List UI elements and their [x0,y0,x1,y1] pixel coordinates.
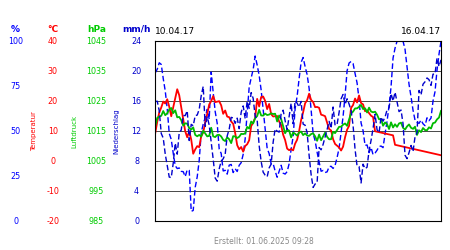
Text: 25: 25 [10,172,21,181]
Text: 1015: 1015 [86,127,106,136]
Text: 16.04.17: 16.04.17 [401,27,441,36]
Text: 0: 0 [50,157,55,166]
Text: 1005: 1005 [86,157,106,166]
Text: 75: 75 [10,82,21,91]
Text: -10: -10 [46,187,59,196]
Text: 1035: 1035 [86,67,106,76]
Text: 10.04.17: 10.04.17 [155,27,195,36]
Text: mm/h: mm/h [122,25,151,34]
Text: 20: 20 [131,67,142,76]
Text: hPa: hPa [87,25,106,34]
Text: 4: 4 [134,187,139,196]
Text: 0: 0 [134,217,139,226]
Text: Niederschlag: Niederschlag [113,108,119,154]
Text: 0: 0 [13,217,18,226]
Text: 1025: 1025 [86,97,106,106]
Text: Luftdruck: Luftdruck [72,115,77,148]
Text: 30: 30 [48,67,58,76]
Text: Erstellt: 01.06.2025 09:28: Erstellt: 01.06.2025 09:28 [214,238,314,246]
Text: Temperatur: Temperatur [31,111,37,151]
Text: 10: 10 [48,127,58,136]
Text: 100: 100 [8,37,23,46]
Text: 12: 12 [131,127,142,136]
Text: 20: 20 [48,97,58,106]
Text: 24: 24 [131,37,142,46]
Text: %: % [11,25,20,34]
Text: 1045: 1045 [86,37,106,46]
Text: 40: 40 [48,37,58,46]
Text: 8: 8 [134,157,139,166]
Text: -20: -20 [46,217,59,226]
Text: 50: 50 [10,127,21,136]
Text: 16: 16 [131,97,142,106]
Text: 995: 995 [89,187,104,196]
Text: 985: 985 [89,217,104,226]
Text: °C: °C [47,25,58,34]
